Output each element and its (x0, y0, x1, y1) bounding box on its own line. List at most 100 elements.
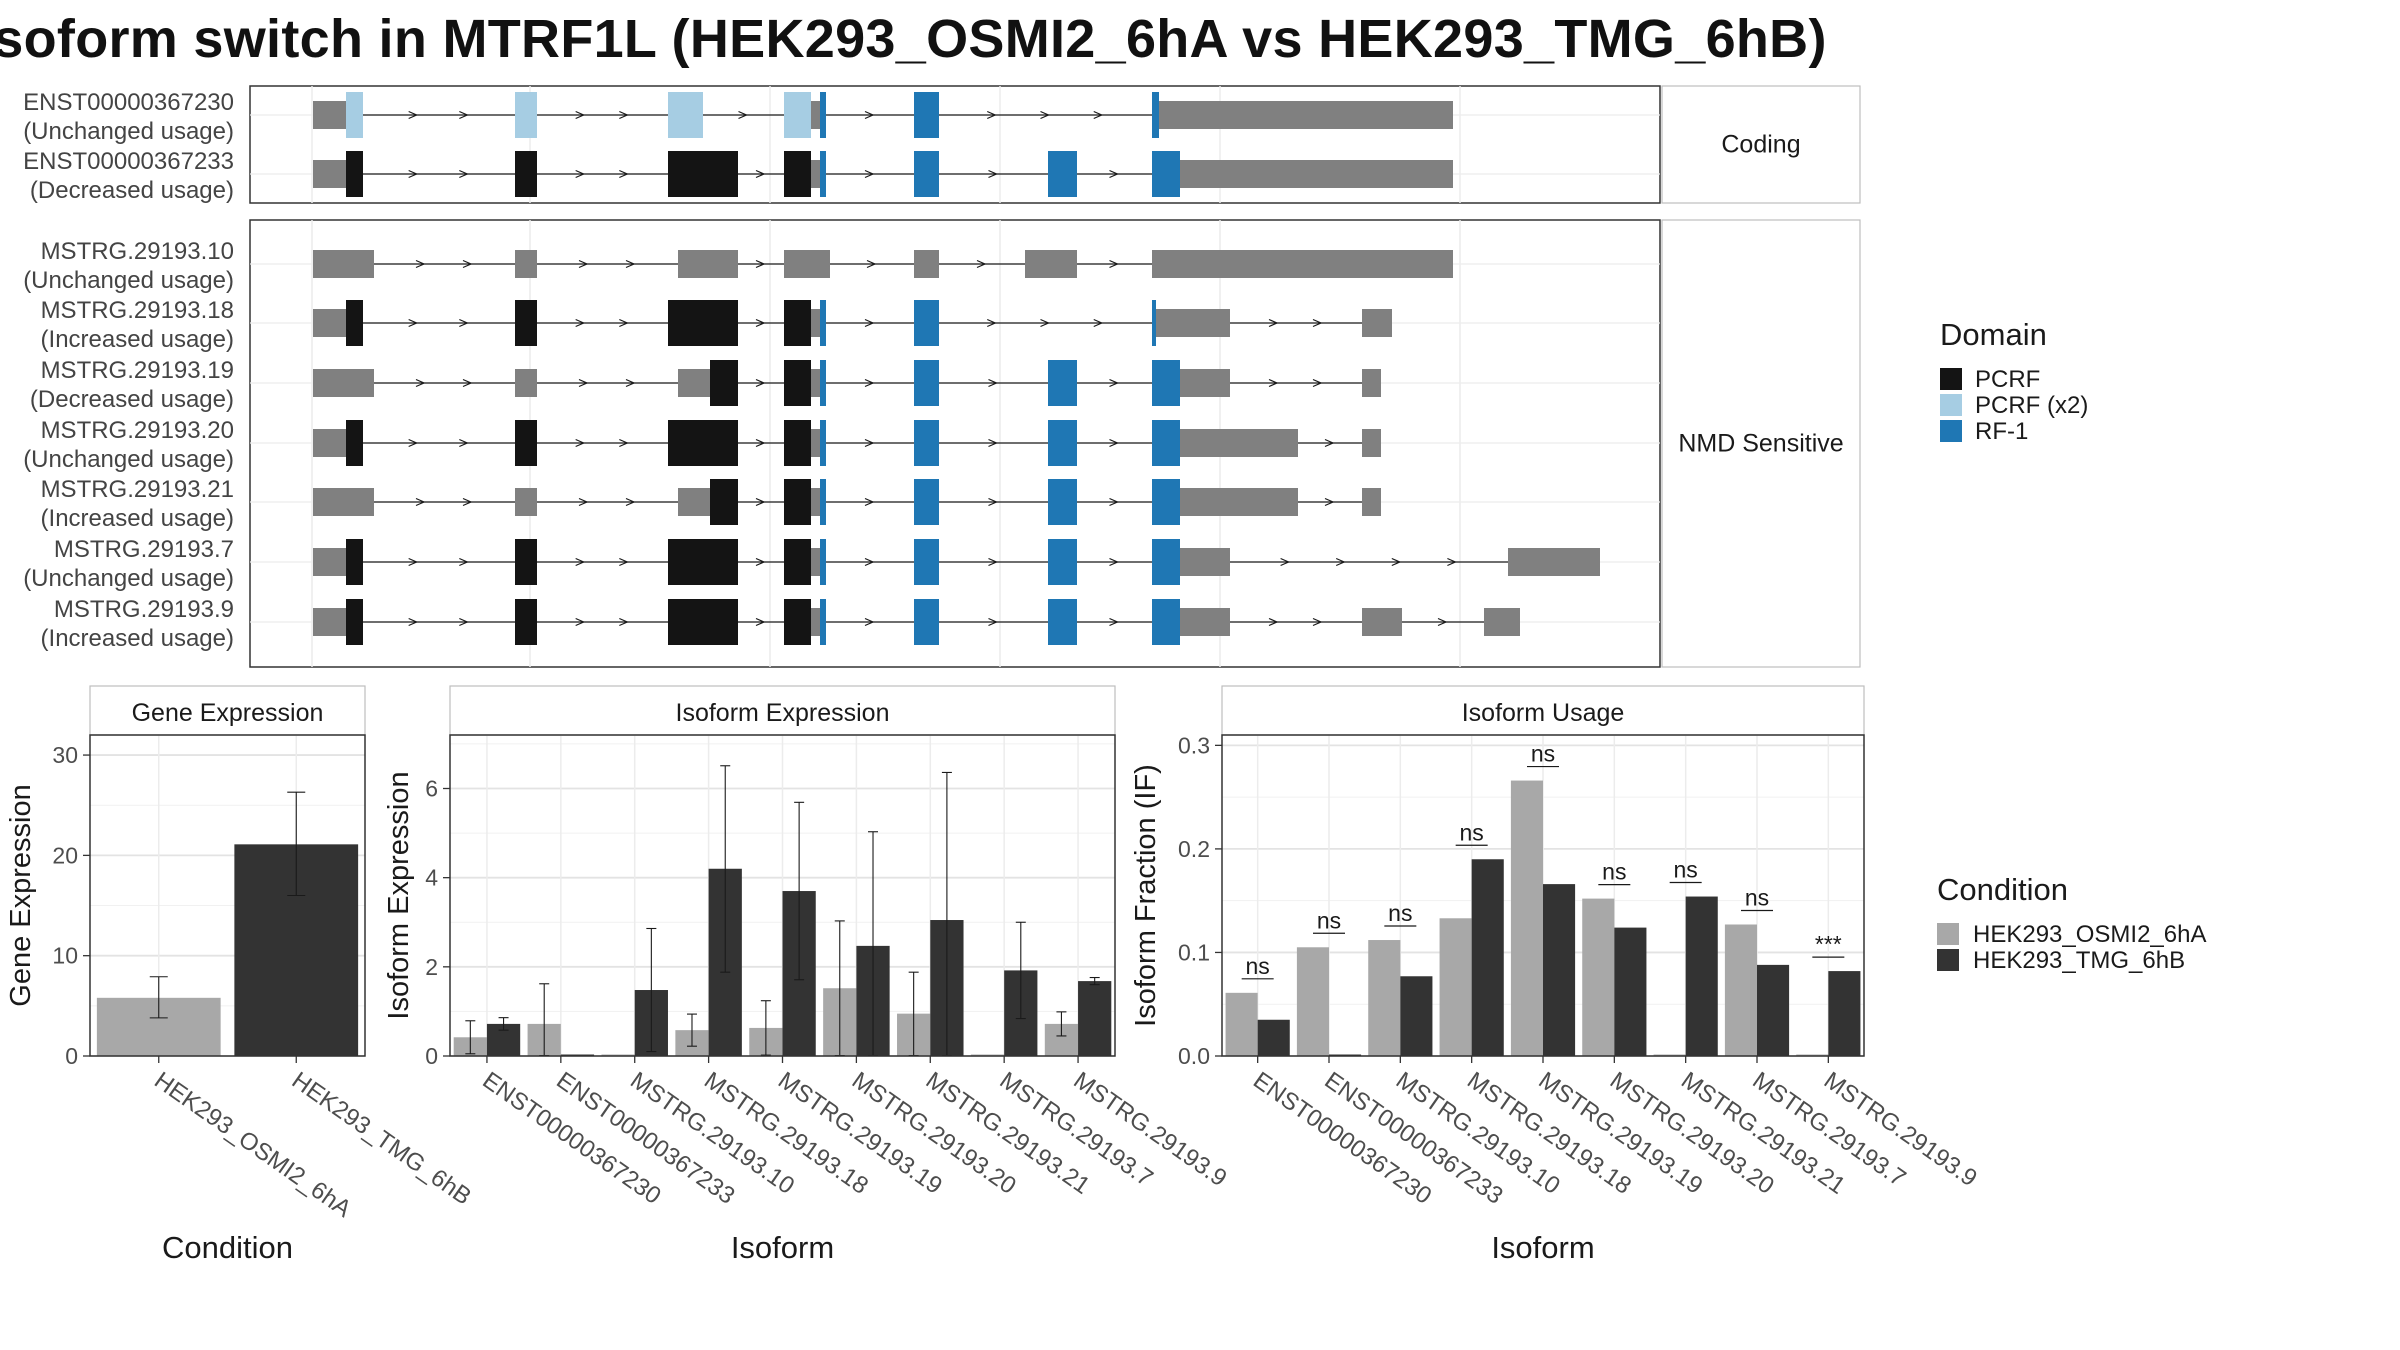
exon-noncoding (678, 369, 710, 397)
intron-arrow (1093, 110, 1104, 120)
domain-legend-swatch (1940, 420, 1962, 442)
intron-arrow (864, 169, 875, 179)
intron-arrow (976, 259, 987, 269)
transcript-id-label: MSTRG.29193.9 (54, 596, 234, 623)
significance-label: ns (1531, 741, 1555, 767)
exon-noncoding (1159, 101, 1453, 129)
intron-arrow (619, 169, 629, 179)
condition-legend-label: HEK293_OSMI2_6hA (1973, 921, 2206, 948)
intron-arrow (755, 259, 766, 269)
intron-arrow (625, 378, 636, 388)
exon-coding (515, 300, 537, 346)
intron-arrow (1324, 438, 1335, 448)
exon-coding (1048, 360, 1077, 406)
transcript-status-label: (Unchanged usage) (23, 446, 234, 473)
intron-arrow (619, 557, 629, 567)
y-tick-label: 0 (425, 1043, 438, 1069)
exon-noncoding (1508, 548, 1600, 576)
intron-arrow (864, 110, 875, 120)
intron-arrow (1312, 378, 1323, 388)
x-axis-title: Isoform (731, 1230, 834, 1265)
bar (1439, 918, 1472, 1056)
exon-noncoding (1180, 369, 1230, 397)
intron-arrow (462, 259, 473, 269)
exon-noncoding (313, 101, 346, 129)
exon-coding (710, 479, 738, 525)
intron-arrow (462, 378, 473, 388)
bar (1828, 971, 1861, 1056)
exon-noncoding (313, 369, 374, 397)
exon-noncoding (313, 429, 346, 457)
structure-strip-label: Coding (1721, 131, 1800, 159)
intron-arrow (408, 617, 419, 627)
exon-coding (346, 92, 363, 138)
condition-legend-swatch (1937, 949, 1959, 971)
exon-coding (1048, 420, 1077, 466)
intron-arrow (866, 259, 877, 269)
exon-coding (820, 92, 826, 138)
intron-arrow (864, 497, 875, 507)
intron-arrow (988, 378, 998, 388)
exon-noncoding (1362, 608, 1402, 636)
transcript-id-label: MSTRG.29193.18 (41, 297, 234, 324)
transcript-id-label: MSTRG.29193.19 (41, 357, 234, 384)
panel-title: Isoform Usage (1462, 699, 1625, 727)
intron-arrow (619, 438, 629, 448)
condition-legend-swatch (1937, 923, 1959, 945)
intron-arrow (459, 169, 469, 179)
exon-coding (346, 300, 363, 346)
structure-strip (1661, 219, 1861, 668)
intron-arrow (1109, 557, 1119, 567)
exon-noncoding (313, 160, 346, 188)
intron-arrow (619, 318, 629, 328)
exon-coding (820, 539, 826, 585)
exon-coding (820, 360, 826, 406)
intron-arrow (864, 557, 875, 567)
intron-arrow (755, 557, 766, 567)
transcript-id-label: MSTRG.29193.20 (41, 417, 234, 444)
exon-coding (1152, 420, 1180, 466)
x-axis-title: Isoform (1491, 1230, 1594, 1265)
exon-coding (784, 151, 811, 197)
panel-strip (1221, 685, 1865, 736)
exon-coding (914, 479, 939, 525)
y-tick-label: 2 (425, 954, 438, 980)
exon-noncoding (914, 250, 939, 278)
intron-arrow (987, 110, 997, 120)
panel-title: Gene Expression (132, 699, 324, 727)
exon-coding (784, 360, 811, 406)
condition-legend-title: Condition (1937, 872, 2068, 907)
exon-coding (346, 420, 363, 466)
domain-legend-label: PCRF (1975, 366, 2040, 393)
exon-noncoding (811, 160, 820, 188)
exon-coding (1152, 92, 1159, 138)
exon-coding (1152, 300, 1156, 346)
exon-noncoding (1180, 608, 1230, 636)
exon-noncoding (1156, 309, 1230, 337)
structure-strip (1661, 85, 1861, 204)
exon-coding (346, 599, 363, 645)
bar (1471, 859, 1504, 1056)
exon-noncoding (515, 369, 537, 397)
bar (1582, 898, 1615, 1056)
transcript-status-label: (Unchanged usage) (23, 565, 234, 592)
intron-arrow (415, 378, 426, 388)
intron-arrow (1109, 438, 1119, 448)
transcript-status-label: (Unchanged usage) (23, 267, 234, 294)
exon-noncoding (1180, 160, 1453, 188)
exon-noncoding (811, 548, 820, 576)
exon-coding (515, 151, 537, 197)
exon-coding (820, 479, 826, 525)
intron-arrow (755, 438, 766, 448)
exon-noncoding (313, 309, 346, 337)
bar (1368, 940, 1401, 1056)
exon-coding (1048, 479, 1077, 525)
exon-coding (668, 151, 738, 197)
exon-noncoding (1025, 250, 1077, 278)
y-axis-title: Isoform Expression (383, 771, 415, 1019)
significance-label: ns (1674, 857, 1698, 883)
exon-coding (914, 420, 939, 466)
y-tick-label: 0.0 (1178, 1043, 1210, 1069)
